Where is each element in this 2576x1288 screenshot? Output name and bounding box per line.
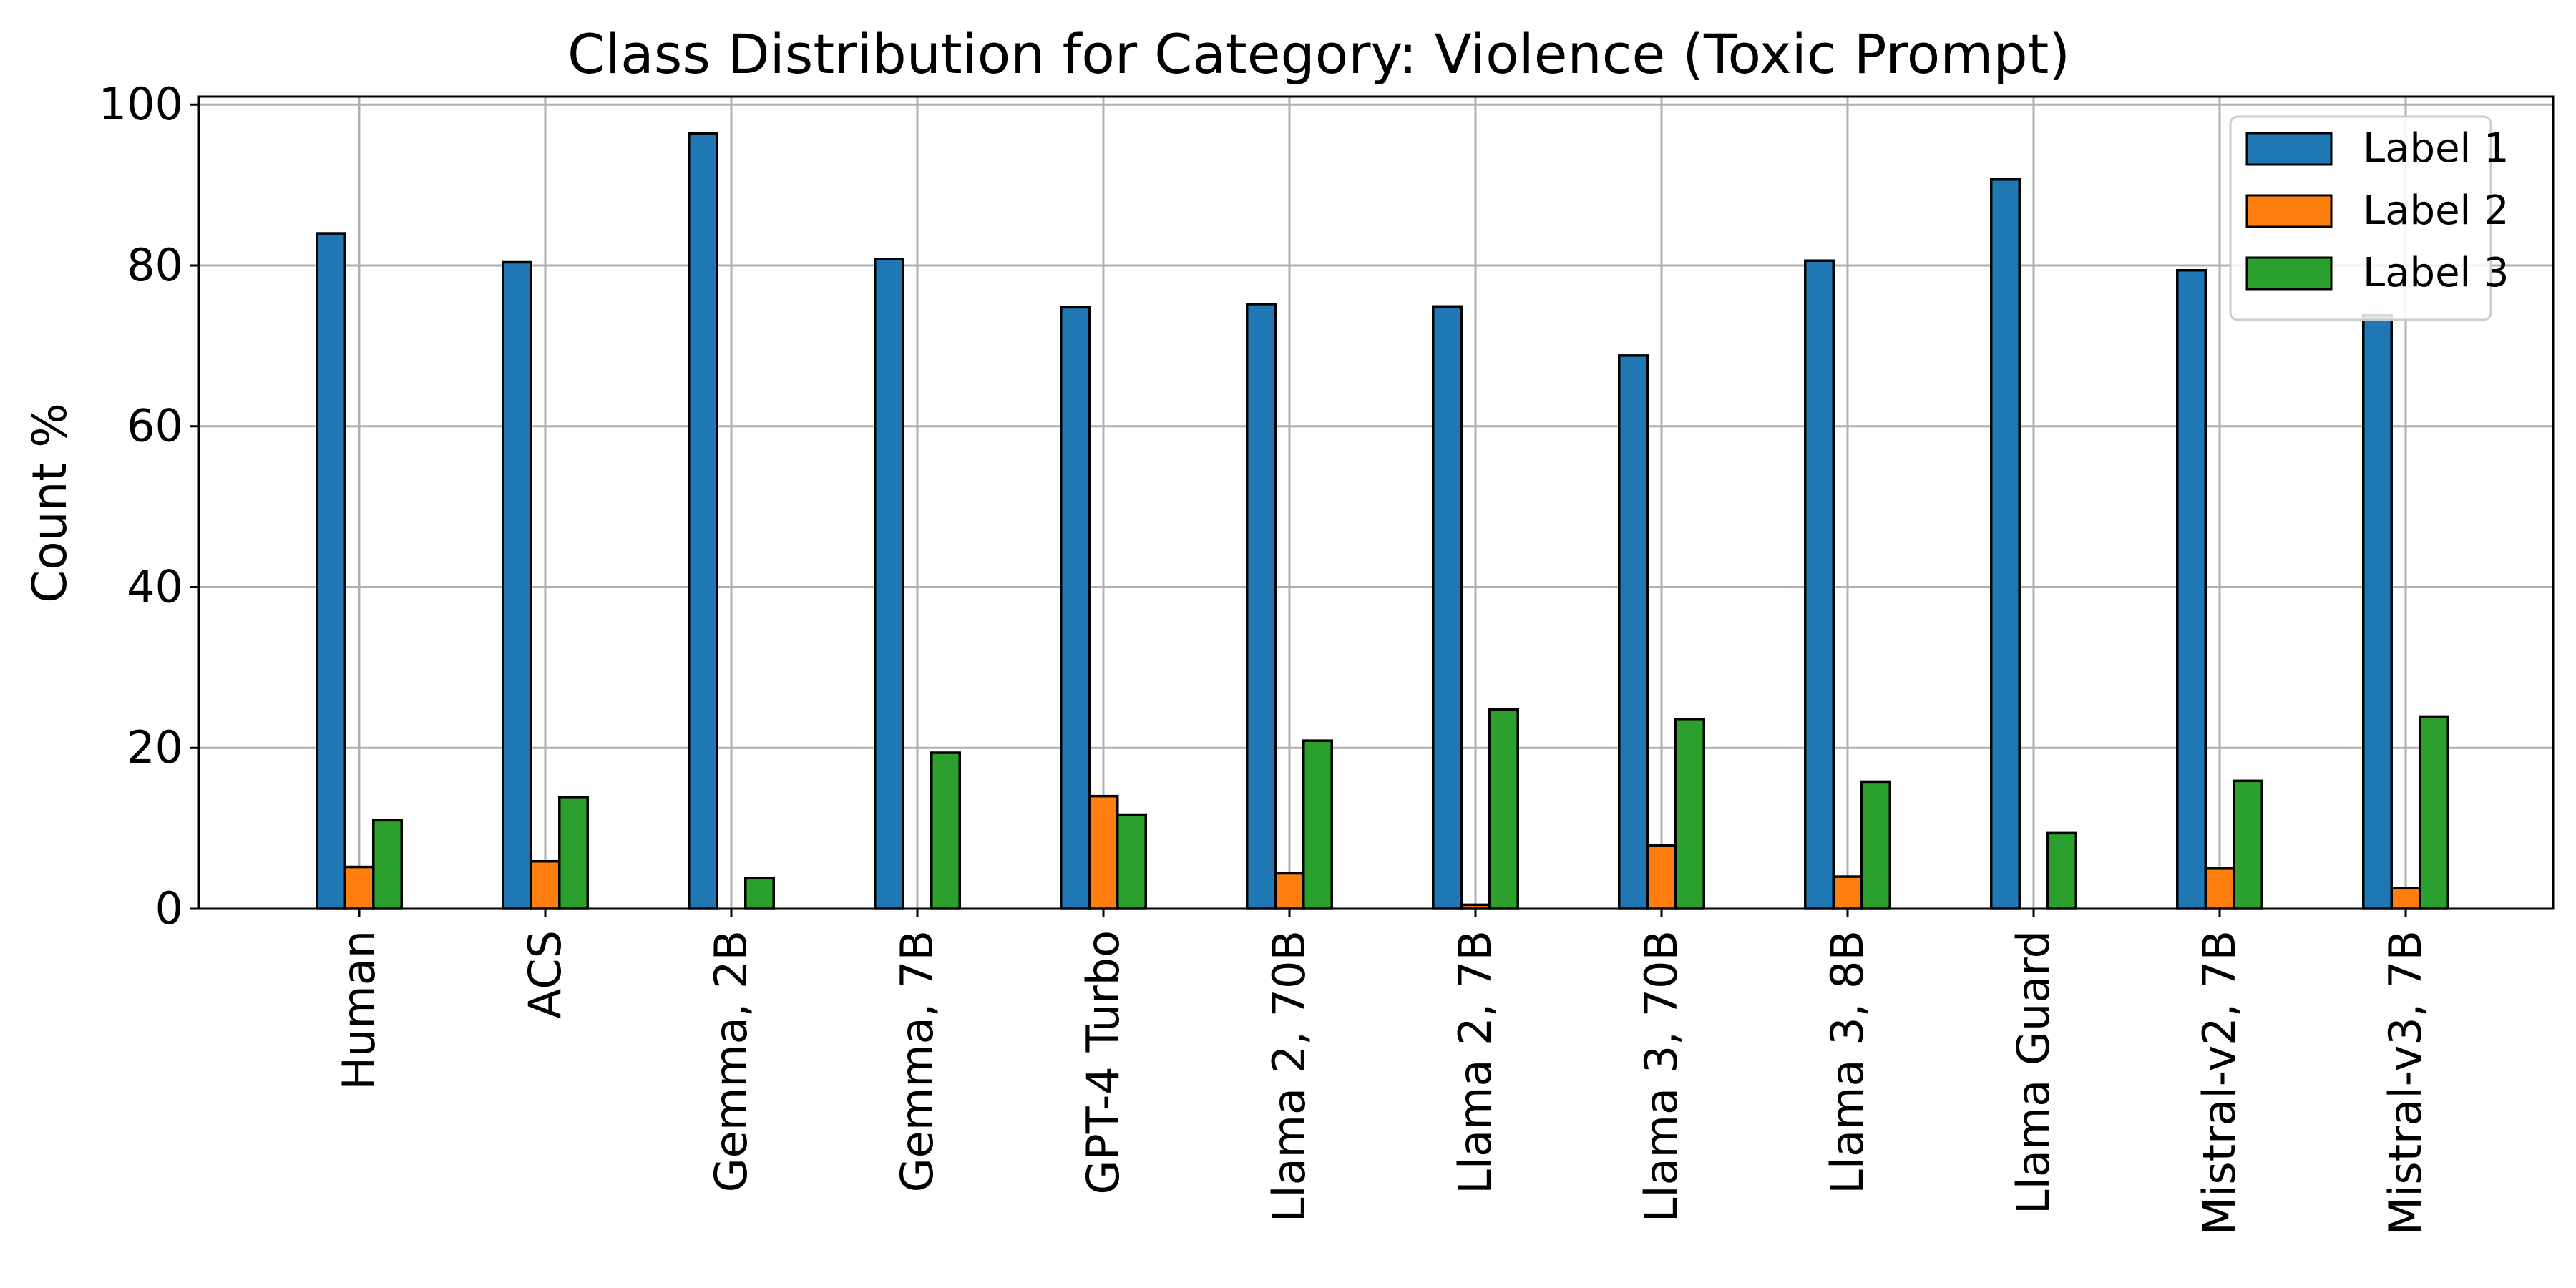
y-tick-label: 80 (127, 239, 183, 291)
bar-label-1 (1618, 354, 1649, 910)
bar-label-2 (2204, 867, 2235, 910)
bar-label-1 (502, 260, 532, 910)
y-tick-label: 20 (127, 721, 183, 774)
legend-label: Label 3 (2363, 250, 2509, 296)
x-tick-label: Mistral-v3, 7B (2379, 930, 2431, 1235)
bar-label-3 (558, 796, 589, 910)
y-tick-label: 60 (127, 400, 183, 452)
x-tick-label: Llama 3, 8B (1821, 930, 1873, 1194)
bar-label-1 (1804, 259, 1835, 910)
bar-label-1 (1432, 305, 1463, 910)
bar-label-1 (2176, 268, 2207, 910)
bar-label-1 (874, 258, 904, 910)
bar-label-3 (372, 819, 403, 910)
grid-layer (199, 97, 2553, 910)
bar-label-3 (1488, 708, 1519, 910)
bar-label-2 (343, 865, 375, 910)
chart-title: Class Distribution for Category: Violenc… (567, 22, 2070, 86)
bar-label-2 (1646, 844, 1677, 910)
y-axis-label: Count % (22, 403, 77, 603)
legend-label: Label 1 (2363, 125, 2509, 172)
x-tick-label: Human (333, 930, 385, 1091)
legend-swatch (2245, 256, 2333, 291)
bars-layer (316, 132, 2449, 910)
legend: Label 1 Label 2 Label 3 (2229, 115, 2509, 321)
x-tick-label: ACS (519, 930, 571, 1019)
y-axis-ticks: 0 20 40 60 80 100 (99, 78, 199, 935)
bar-label-2 (530, 859, 561, 910)
x-tick-label: GPT-4 Turbo (1077, 930, 1129, 1195)
bar-label-3 (744, 877, 775, 910)
x-tick-label: Gemma, 2B (705, 930, 757, 1192)
bar-label-2 (1088, 794, 1119, 910)
bar-label-3 (1302, 739, 1333, 910)
y-tick-label: 40 (127, 560, 183, 613)
y-tick-label: 0 (155, 882, 183, 935)
bar-label-3 (2046, 831, 2077, 910)
legend-swatch (2245, 194, 2333, 228)
bar-label-1 (316, 232, 346, 910)
bar-label-2 (1274, 872, 1305, 910)
bar-label-2 (1832, 875, 1863, 910)
legend-swatch (2245, 132, 2333, 166)
legend-label: Label 2 (2363, 187, 2509, 234)
bar-label-1 (688, 132, 718, 910)
bar-label-1 (1060, 306, 1091, 910)
x-tick-label: Llama Guard (2007, 930, 2059, 1214)
bar-label-1 (2362, 313, 2393, 910)
y-tick-label: 100 (99, 78, 183, 130)
bar-label-3 (2419, 715, 2449, 910)
x-tick-label: Mistral-v2, 7B (2193, 930, 2245, 1235)
plot-frame (197, 95, 2555, 910)
x-tick-label: Gemma, 7B (891, 930, 943, 1192)
bar-label-1 (1990, 177, 2021, 910)
bar-label-3 (2233, 779, 2263, 910)
bar-label-3 (930, 751, 961, 910)
bar-label-3 (1860, 780, 1891, 910)
bar-label-1 (1246, 303, 1277, 910)
x-tick-label: Llama 2, 70B (1263, 930, 1315, 1222)
bar-label-2 (2390, 887, 2421, 910)
x-tick-label: Llama 3, 70B (1635, 930, 1687, 1222)
x-axis-ticks: Human ACS Gemma, 2B Gemma, 7B GPT-4 Turbo Lla… (333, 909, 2431, 1235)
bar-label-3 (1674, 718, 1705, 910)
bar-label-3 (1116, 813, 1147, 910)
x-tick-label: Llama 2, 7B (1449, 930, 1501, 1194)
